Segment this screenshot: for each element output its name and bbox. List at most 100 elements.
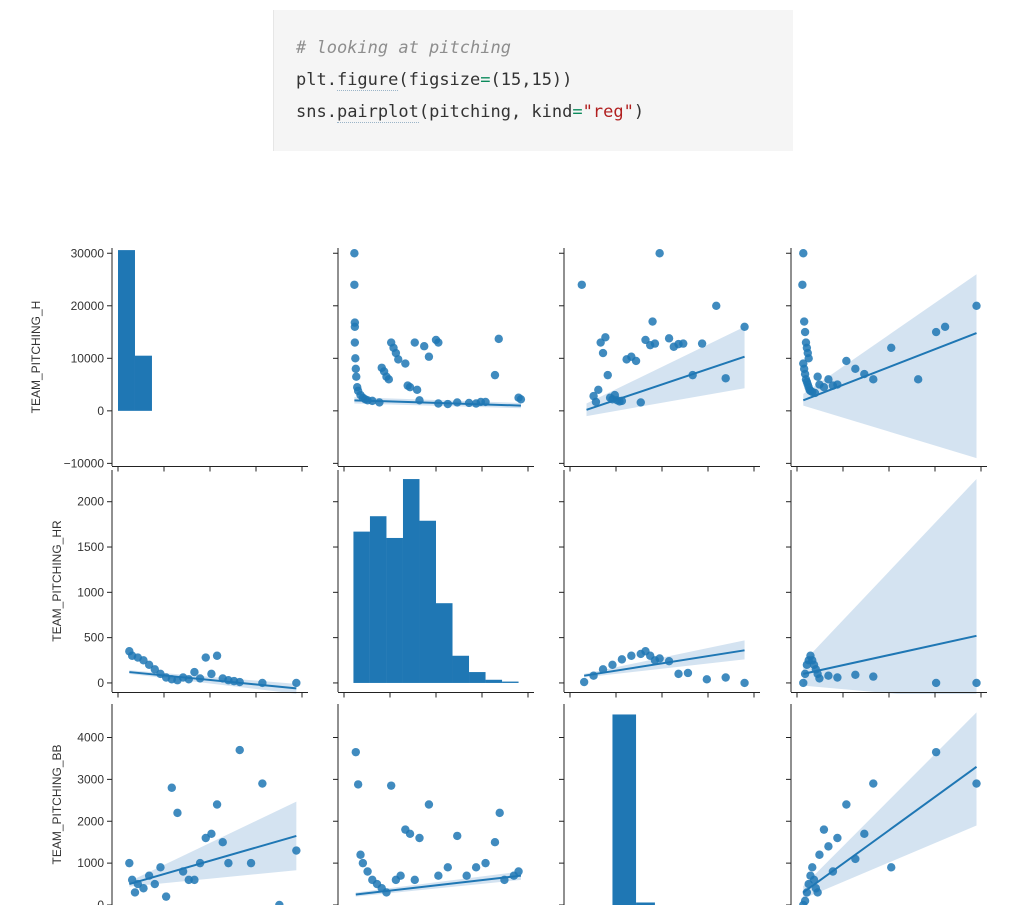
scatter-point — [833, 673, 842, 682]
scatter-point — [824, 842, 833, 851]
scatter-point — [815, 850, 824, 859]
code-token: (pitching, kind — [418, 102, 573, 122]
scatter-point — [972, 301, 981, 310]
scatter-point — [931, 327, 941, 337]
y-tick-label: 0 — [97, 898, 104, 905]
scatter-point — [579, 677, 589, 687]
scatter-point — [721, 374, 730, 383]
scatter-point — [201, 653, 210, 662]
scatter-point — [139, 884, 148, 893]
panel-team_pitching_hr-vs-col-3 — [799, 479, 981, 694]
scatter-point — [350, 249, 359, 258]
regression-line — [803, 634, 977, 675]
scatter-point — [798, 280, 807, 289]
scatter-point — [350, 338, 360, 347]
scatter-point — [258, 779, 267, 788]
scatter-point — [655, 249, 664, 258]
scatter-point — [224, 858, 233, 868]
y-axis-label: TEAM_PITCHING_BB — [50, 744, 64, 864]
scatter-point — [833, 833, 842, 843]
scatter-point — [190, 667, 199, 677]
regression-line — [354, 399, 521, 407]
scatter-point — [636, 398, 645, 407]
code-token: sns. — [296, 102, 337, 122]
scatter-point — [443, 863, 452, 872]
scatter-point — [800, 896, 810, 905]
scatter-point — [434, 871, 443, 880]
regression-line — [802, 332, 977, 402]
panel-team_pitching_bb-vs-col-1 — [351, 747, 523, 897]
scatter-point — [391, 348, 401, 358]
code-cell[interactable]: # looking at pitching plt.figure(figsize… — [273, 10, 793, 151]
y-tick-label: 4000 — [77, 731, 104, 745]
scatter-point — [396, 871, 405, 880]
scatter-point — [207, 829, 216, 839]
scatter-point — [931, 678, 941, 688]
panel-team_pitching_h-vs-col-1 — [350, 249, 526, 409]
scatter-point — [860, 829, 869, 839]
scatter-point — [401, 359, 410, 368]
scatter-point — [887, 863, 896, 872]
regression-line — [129, 834, 297, 886]
scatter-point — [972, 678, 981, 688]
scatter-point — [799, 317, 809, 326]
scatter-point — [356, 850, 365, 859]
scatter-point — [130, 888, 140, 897]
histogram-bar — [402, 479, 420, 683]
scatter-point — [869, 375, 878, 384]
scatter-point — [650, 339, 660, 348]
regression-line — [586, 355, 745, 411]
scatter-point — [351, 354, 360, 363]
scatter-point — [207, 669, 216, 679]
scatter-point — [598, 348, 608, 358]
y-tick-label: 20000 — [71, 299, 105, 313]
confidence-band — [803, 479, 977, 694]
scatter-point — [167, 783, 176, 792]
scatter-point — [697, 339, 707, 348]
y-tick-label: 2000 — [77, 495, 104, 509]
scatter-point — [674, 669, 683, 679]
scatter-point — [887, 343, 896, 353]
scatter-point — [410, 875, 419, 885]
histogram-bar — [369, 516, 387, 683]
scatter-point — [683, 668, 693, 678]
scatter-point — [679, 339, 688, 348]
scatter-point — [815, 674, 824, 683]
scatter-point — [648, 317, 657, 326]
scatter-point — [869, 779, 878, 788]
scatter-point — [184, 675, 193, 684]
scatter-point — [799, 678, 808, 688]
scatter-point — [363, 867, 372, 876]
scatter-point — [275, 900, 284, 905]
scatter-point — [190, 875, 199, 885]
histogram-bar — [452, 655, 470, 683]
scatter-point — [384, 375, 394, 384]
y-tick-label: 30000 — [71, 246, 105, 260]
regression-line — [802, 766, 978, 894]
code-comment: # looking at pitching — [296, 38, 511, 58]
code-token: (figsize — [398, 70, 481, 90]
scatter-point — [842, 800, 851, 809]
scatter-point — [824, 375, 833, 384]
code-token: ) — [633, 102, 645, 122]
scatter-point — [721, 673, 730, 682]
regression-line — [583, 649, 745, 677]
scatter-point — [358, 858, 368, 868]
histogram-bar — [469, 672, 486, 683]
scatter-point — [740, 322, 749, 331]
scatter-point — [627, 651, 636, 660]
scatter-point — [156, 863, 165, 872]
panel-team_pitching_h-vs-col-0 — [118, 250, 152, 411]
y-tick-label: −10000 — [64, 456, 105, 470]
y-tick-label: 1500 — [77, 540, 104, 554]
scatter-point — [150, 665, 159, 674]
scatter-point — [350, 322, 360, 331]
histogram-bar — [636, 902, 655, 905]
scatter-point — [804, 354, 813, 363]
scatter-point — [144, 660, 154, 670]
scatter-point — [819, 383, 829, 392]
y-tick-label: 10000 — [71, 351, 105, 365]
scatter-point — [375, 398, 384, 407]
regression-line — [355, 874, 522, 896]
